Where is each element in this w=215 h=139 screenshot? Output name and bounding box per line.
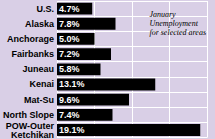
svg-text:7.8%: 7.8% — [59, 19, 80, 29]
svg-text:POW-Outer: POW-Outer — [5, 120, 54, 131]
svg-text:Ketchikan: Ketchikan — [11, 130, 54, 139]
svg-text:7.4%: 7.4% — [59, 110, 80, 120]
svg-text:Alaska: Alaska — [25, 19, 55, 29]
svg-text:North Slope: North Slope — [3, 110, 54, 120]
svg-text:9.6%: 9.6% — [59, 95, 80, 105]
svg-text:for selected areas: for selected areas — [149, 28, 206, 37]
svg-text:Kenai: Kenai — [29, 79, 54, 89]
svg-text:Juneau: Juneau — [22, 64, 54, 74]
svg-text:Fairbanks: Fairbanks — [11, 49, 54, 59]
svg-text:January: January — [149, 10, 176, 19]
svg-text:Unemployment: Unemployment — [149, 19, 198, 28]
svg-text:13.1%: 13.1% — [59, 79, 85, 89]
svg-text:Mat-Su: Mat-Su — [24, 95, 54, 105]
svg-text:5.8%: 5.8% — [59, 64, 80, 74]
svg-text:5.0%: 5.0% — [59, 34, 80, 44]
svg-text:19.1%: 19.1% — [59, 125, 85, 135]
svg-text:U.S.: U.S. — [36, 4, 54, 14]
svg-text:Anchorage: Anchorage — [7, 34, 54, 44]
svg-text:7.2%: 7.2% — [59, 49, 80, 59]
svg-text:4.7%: 4.7% — [59, 4, 80, 14]
